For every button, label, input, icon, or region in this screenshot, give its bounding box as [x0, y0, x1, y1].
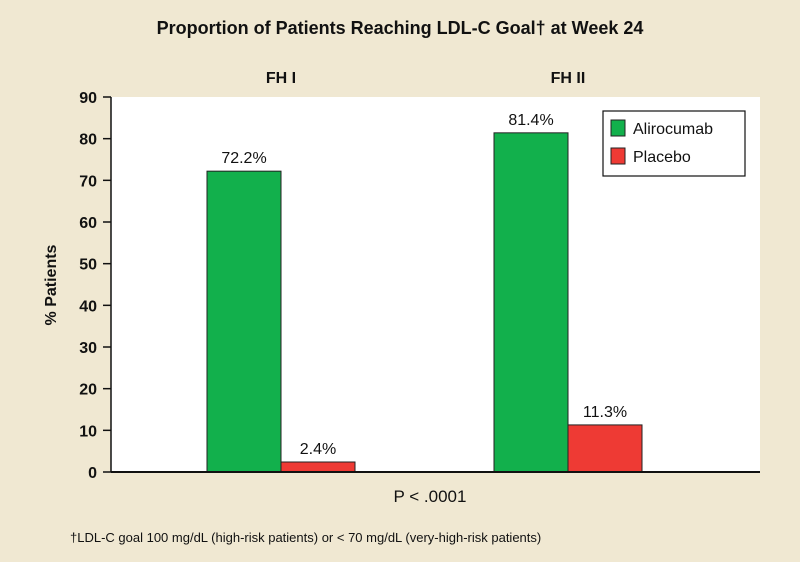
- y-tick-label: 50: [79, 257, 97, 274]
- legend: Alirocumab Placebo: [602, 110, 746, 177]
- data-label: 2.4%: [300, 441, 336, 458]
- y-axis-label: % Patients: [43, 244, 60, 325]
- bar-placebo: [567, 424, 643, 473]
- data-label: 81.4%: [508, 112, 553, 129]
- legend-swatch: [610, 119, 626, 137]
- y-tick-label: 30: [79, 340, 97, 357]
- legend-box: [602, 110, 746, 177]
- y-tick-label: 70: [79, 173, 97, 190]
- bar-placebo: [280, 461, 356, 473]
- bar-alirocumab: [206, 170, 282, 473]
- y-tick-label: 10: [79, 423, 97, 440]
- chart-title: Proportion of Patients Reaching LDL-C Go…: [157, 18, 644, 38]
- x-axis-label: P < .0001: [394, 487, 467, 506]
- y-tick-label: 40: [79, 298, 97, 315]
- y-tick-label: 60: [79, 215, 97, 232]
- bar-alirocumab: [493, 132, 569, 473]
- y-tick-label: 90: [79, 90, 97, 107]
- legend-swatch: [610, 147, 626, 165]
- group-label: FH II: [551, 70, 586, 87]
- legend-label: Alirocumab: [633, 121, 713, 138]
- y-tick-label: 0: [88, 465, 97, 482]
- data-label: 72.2%: [221, 150, 266, 167]
- group-label: FH I: [266, 70, 296, 87]
- y-tick-label: 20: [79, 382, 97, 399]
- data-label: 11.3%: [583, 404, 627, 421]
- footnote: †LDL-C goal 100 mg/dL (high-risk patient…: [70, 530, 541, 545]
- y-tick-label: 80: [79, 132, 97, 149]
- legend-label: Placebo: [633, 149, 691, 166]
